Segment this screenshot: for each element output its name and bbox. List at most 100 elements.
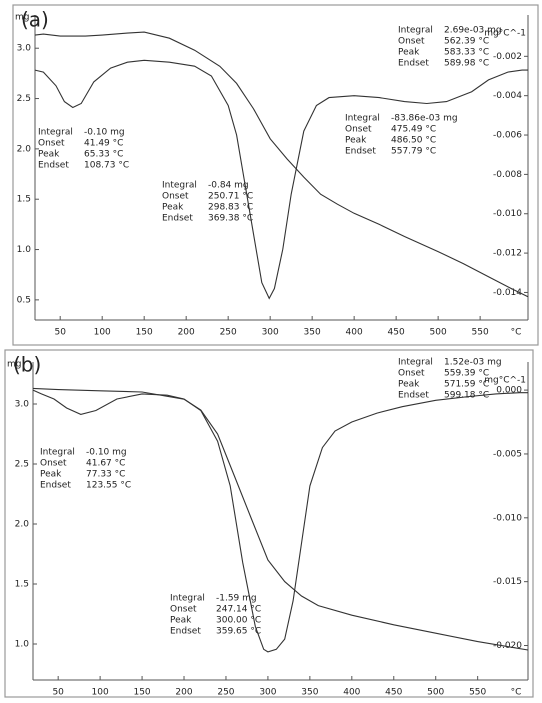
- annotation-key: Peak: [170, 616, 192, 626]
- annotation-value: 123.55 °C: [86, 481, 131, 491]
- panel-frame: [12, 4, 539, 346]
- annotation-key: Peak: [162, 203, 184, 213]
- x-tick-label: 350: [301, 688, 318, 698]
- annotation-key: Integral: [398, 358, 433, 368]
- annotation-key: Peak: [38, 150, 60, 160]
- x-tick-label: 350: [304, 328, 321, 338]
- panel-label: (b): [13, 353, 41, 377]
- y-tick-label: 1.0: [17, 245, 32, 255]
- x-tick-label: 450: [388, 328, 405, 338]
- x-tick-label: 100: [94, 328, 111, 338]
- y-axis-label: mg: [15, 13, 29, 23]
- annotation-key: Peak: [345, 136, 367, 146]
- curve: [32, 389, 528, 653]
- y2-tick-label: -0.005: [493, 449, 522, 459]
- annotation-value: 300.00 °C: [216, 616, 261, 626]
- annotation-key: Onset: [40, 459, 67, 469]
- annotation-key: Endset: [398, 391, 429, 401]
- x-tick-label: 550: [472, 328, 489, 338]
- annotation-key: Endset: [398, 59, 429, 69]
- annotation-key: Endset: [170, 627, 201, 637]
- annotation-value: 599.18 °C: [444, 391, 489, 401]
- annotation-value: 247.14 °C: [216, 605, 261, 615]
- annotation-value: 65.33 °C: [84, 150, 123, 160]
- annotation-key: Integral: [38, 128, 73, 138]
- y-tick-label: 2.5: [15, 460, 29, 470]
- annotation-value: -0.10 mg: [86, 448, 127, 458]
- annotation-value: 557.79 °C: [391, 147, 436, 157]
- x-tick-label: 50: [54, 328, 66, 338]
- annotation-value: -0.84 mg: [208, 181, 249, 191]
- annotation-key: Onset: [170, 605, 197, 615]
- y2-tick-label: -0.006: [493, 131, 522, 141]
- y2-tick-label: -0.002: [493, 52, 522, 62]
- annotation-key: Endset: [40, 481, 71, 491]
- x-tick-label: 300: [262, 328, 279, 338]
- annotation-key: Peak: [40, 470, 62, 480]
- y2-tick-label: 0.000: [496, 386, 522, 396]
- y-tick-label: 1.0: [15, 640, 30, 650]
- x-tick-label: 150: [133, 688, 150, 698]
- annotation-value: 562.39 °C: [444, 37, 489, 47]
- annotation-key: Onset: [38, 139, 65, 149]
- annotation-key: Integral: [170, 594, 205, 604]
- annotation-key: Integral: [345, 114, 380, 124]
- x-tick-label: 550: [469, 688, 486, 698]
- annotation-value: -0.10 mg: [84, 128, 125, 138]
- annotation-value: 475.49 °C: [391, 125, 436, 135]
- y-axis-label: mg: [7, 360, 21, 370]
- annotation-value: -1.59 mg: [216, 594, 257, 604]
- x-tick-label: 200: [175, 688, 192, 698]
- x-tick-label: 50: [52, 688, 64, 698]
- y-tick-label: 2.5: [17, 94, 31, 104]
- annotation-value: 108.73 °C: [84, 161, 129, 171]
- x-tick-label: 300: [259, 688, 276, 698]
- panel-frame: [4, 349, 534, 698]
- y-tick-label: 2.0: [17, 144, 32, 154]
- annotation-value: 2.69e-03 mg: [444, 26, 502, 36]
- x-tick-label: 250: [217, 688, 234, 698]
- annotation-key: Onset: [345, 125, 372, 135]
- annotation-key: Integral: [162, 181, 197, 191]
- x-tick-label: 200: [178, 328, 195, 338]
- y2-tick-label: -0.010: [493, 209, 522, 219]
- annotation-key: Peak: [398, 48, 420, 58]
- y2-tick-label: -0.010: [493, 513, 522, 523]
- x-tick-label: 150: [136, 328, 153, 338]
- annotation-key: Integral: [398, 26, 433, 36]
- annotation-value: 559.39 °C: [444, 369, 489, 379]
- y-tick-label: 1.5: [17, 195, 31, 205]
- x-axis-label: °C: [511, 328, 522, 338]
- x-tick-label: 450: [385, 688, 402, 698]
- annotation-value: 583.33 °C: [444, 48, 489, 58]
- annotation-key: Peak: [398, 380, 420, 390]
- y2-axis-label: mg°C^-1: [484, 29, 526, 39]
- y2-tick-label: -0.014: [493, 288, 522, 298]
- annotation-value: 298.83 °C: [208, 203, 253, 213]
- annotation-key: Onset: [162, 192, 189, 202]
- y2-tick-label: -0.015: [493, 577, 522, 587]
- curve: [32, 387, 529, 651]
- annotation-value: 571.59 °C: [444, 380, 489, 390]
- x-tick-label: 400: [346, 328, 363, 338]
- annotation-value: 359.65 °C: [216, 627, 261, 637]
- x-tick-label: 250: [220, 328, 237, 338]
- annotation-value: 589.98 °C: [444, 59, 489, 69]
- curve: [34, 31, 529, 298]
- annotation-key: Onset: [398, 369, 425, 379]
- y2-axis-label: mg°C^-1: [484, 376, 526, 386]
- y2-tick-label: -0.012: [493, 249, 522, 259]
- x-tick-label: 500: [430, 328, 447, 338]
- annotation-key: Endset: [162, 214, 193, 224]
- y2-tick-label: -0.008: [493, 170, 522, 180]
- annotation-value: 486.50 °C: [391, 136, 436, 146]
- x-tick-label: 500: [427, 688, 444, 698]
- annotation-key: Endset: [345, 147, 376, 157]
- panel-label: (a): [21, 8, 49, 32]
- x-axis-label: °C: [511, 688, 522, 698]
- annotation-value: 77.33 °C: [86, 470, 125, 480]
- annotation-value: 41.67 °C: [86, 459, 125, 469]
- curve: [34, 59, 528, 300]
- annotation-value: -83.86e-03 mg: [391, 114, 458, 124]
